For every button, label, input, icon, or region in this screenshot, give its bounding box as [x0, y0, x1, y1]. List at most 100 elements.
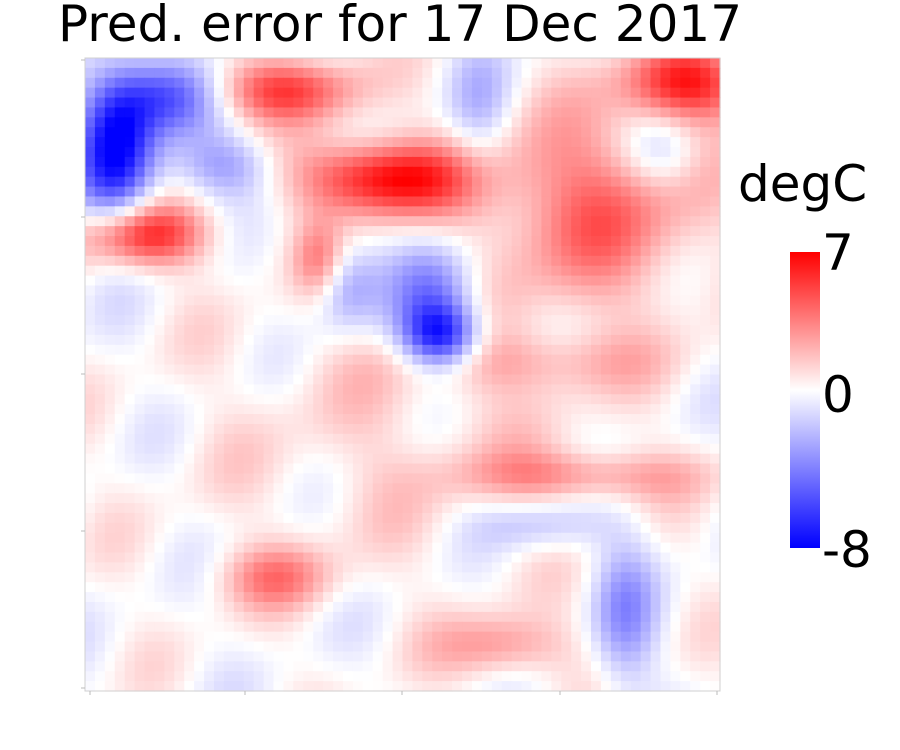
heatmap-cell	[710, 572, 721, 583]
heatmap-cell	[342, 374, 354, 385]
heatmap-cell	[333, 433, 344, 445]
heatmap-cell	[600, 651, 612, 662]
heatmap-cell	[521, 176, 533, 188]
heatmap-cell	[432, 522, 443, 534]
heatmap-cell	[471, 414, 483, 425]
heatmap-cell	[471, 522, 483, 534]
heatmap-cell	[313, 67, 324, 79]
heatmap-cell	[85, 315, 96, 326]
heatmap-cell	[243, 423, 255, 435]
heatmap-cell	[660, 147, 671, 158]
heatmap-cell	[213, 285, 225, 296]
heatmap-cell	[660, 255, 671, 267]
heatmap-cell	[164, 147, 175, 158]
heatmap-cell	[283, 433, 294, 445]
heatmap-cell	[571, 404, 582, 415]
heatmap-cell	[462, 67, 473, 79]
heatmap-cell	[392, 621, 404, 633]
heatmap-cell	[491, 226, 503, 237]
heatmap-cell	[531, 503, 542, 514]
heatmap-cell	[273, 404, 285, 415]
heatmap-cell	[263, 473, 275, 484]
heatmap-cell	[303, 611, 314, 623]
heatmap-cell	[283, 562, 294, 573]
heatmap-cell	[620, 394, 632, 405]
heatmap-cell	[104, 87, 116, 99]
heatmap-cell	[342, 97, 354, 109]
heatmap-cell	[710, 325, 721, 336]
heatmap-cell	[581, 483, 592, 494]
heatmap-cell	[640, 166, 652, 178]
heatmap-cell	[204, 117, 215, 128]
heatmap-cell	[422, 463, 433, 475]
heatmap-cell	[521, 275, 533, 287]
heatmap-cell	[104, 137, 116, 148]
heatmap-cell	[144, 226, 156, 237]
heatmap-cell	[521, 473, 533, 484]
heatmap-cell	[134, 404, 146, 415]
heatmap-cell	[402, 315, 414, 326]
heatmap-cell	[561, 255, 572, 267]
heatmap-cell	[223, 532, 235, 544]
heatmap-cell	[710, 206, 721, 217]
heatmap-cell	[432, 463, 443, 475]
heatmap-cell	[670, 503, 681, 514]
heatmap-cell	[402, 463, 414, 475]
heatmap-cell	[352, 374, 364, 385]
heatmap-cell	[372, 473, 384, 484]
heatmap-cell	[640, 661, 652, 672]
heatmap-cell	[620, 423, 632, 435]
heatmap-cell	[650, 295, 662, 306]
heatmap-cell	[680, 671, 691, 682]
heatmap-cell	[481, 87, 493, 99]
heatmap-cell	[293, 206, 304, 217]
heatmap-cell	[204, 601, 215, 613]
heatmap-cell	[253, 522, 265, 534]
heatmap-cell	[680, 77, 691, 89]
heatmap-cell	[600, 226, 612, 237]
heatmap-cell	[134, 493, 146, 504]
heatmap-cell	[680, 137, 691, 148]
heatmap-cell	[184, 552, 195, 564]
heatmap-cell	[164, 87, 175, 99]
heatmap-cell	[630, 176, 642, 188]
heatmap-cell	[432, 601, 443, 613]
heatmap-cell	[581, 631, 592, 643]
heatmap-cell	[650, 493, 662, 504]
heatmap-cell	[680, 572, 691, 583]
heatmap-cell	[571, 265, 582, 277]
heatmap-cell	[352, 295, 364, 306]
heatmap-cell	[680, 651, 691, 662]
heatmap-cell	[531, 631, 542, 643]
heatmap-cell	[541, 166, 552, 178]
heatmap-cell	[174, 503, 185, 514]
heatmap-cell	[154, 572, 165, 583]
heatmap-cell	[402, 77, 414, 89]
heatmap-cell	[690, 325, 701, 336]
heatmap-cell	[184, 433, 195, 445]
heatmap-cell	[710, 156, 721, 168]
heatmap-cell	[610, 107, 622, 118]
heatmap-cell	[600, 156, 612, 168]
heatmap-cell	[551, 226, 562, 237]
heatmap-cell	[323, 621, 334, 633]
heatmap-cell	[174, 611, 185, 623]
heatmap-cell	[571, 176, 582, 188]
heatmap-cell	[293, 621, 304, 633]
heatmap-cell	[640, 236, 652, 247]
heatmap-cell	[610, 394, 622, 405]
heatmap-cell	[422, 107, 433, 118]
heatmap-cell	[630, 67, 642, 79]
heatmap-cell	[273, 196, 285, 207]
heatmap-cell	[293, 285, 304, 296]
heatmap-cell	[333, 582, 344, 593]
heatmap-cell	[660, 404, 671, 415]
heatmap-cell	[521, 681, 533, 692]
heatmap-cell	[243, 552, 255, 564]
heatmap-cell	[85, 562, 96, 573]
heatmap-cell	[442, 503, 453, 514]
heatmap-cell	[412, 552, 423, 564]
heatmap-cell	[640, 147, 652, 158]
heatmap-cell	[501, 137, 513, 148]
heatmap-cell	[362, 651, 374, 662]
